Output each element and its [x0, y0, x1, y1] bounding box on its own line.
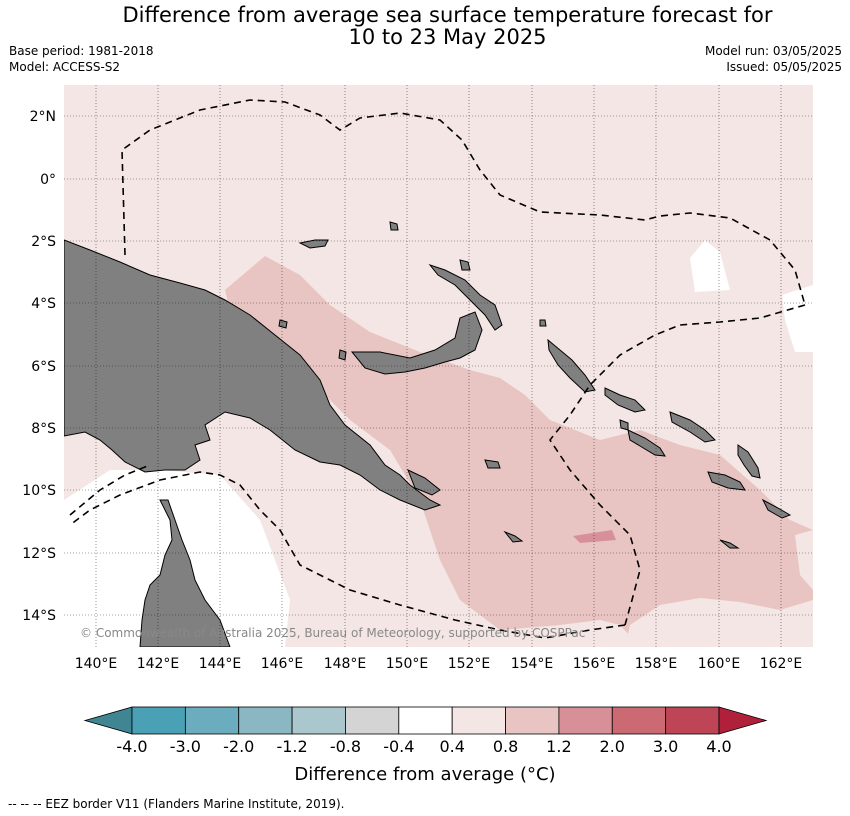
lat-label: 8°S: [31, 421, 56, 437]
new-ireland: [428, 263, 503, 331]
lat-label: 14°S: [22, 608, 56, 624]
title-line-2: 10 to 23 May 2025: [348, 25, 547, 49]
lat-label: 12°S: [22, 546, 56, 562]
colorbar-swatch: [345, 706, 400, 735]
colorbar-swatch: [238, 706, 293, 735]
colorbar-swatch: [398, 706, 453, 735]
longitude-labels: 140°E 142°E 144°E 146°E 148°E 150°E 152°…: [75, 656, 803, 672]
colorbar-swatch: [665, 706, 720, 735]
new-britain: [350, 311, 483, 375]
colorbar-swatch: [451, 706, 506, 735]
meta-left: Base period: 1981-2018 Model: ACCESS-S2: [9, 43, 154, 75]
colorbar-tick-label: 0.4: [439, 737, 464, 756]
colorbar-swatch: [505, 706, 560, 735]
lon-label: 154°E: [511, 656, 554, 672]
lon-label: 144°E: [199, 656, 242, 672]
colorbar-extend-high: [718, 706, 768, 735]
latitude-labels: 2°N 0° 2°S 4°S 6°S 8°S 10°S 12°S 14°S: [22, 109, 56, 624]
copyright-notice: © Commonwealth of Australia 2025, Bureau…: [80, 626, 585, 640]
colorbar: [83, 706, 768, 735]
base-period: Base period: 1981-2018: [9, 44, 154, 58]
colorbar-tick-labels: -4.0 -3.0 -2.0 -1.2 -0.8 -0.4 0.4 0.8 1.2 2.0 3.0 4…: [116, 737, 731, 756]
lon-label: 156°E: [573, 656, 616, 672]
lon-label: 140°E: [75, 656, 118, 672]
colorbar-swatch: [611, 706, 667, 735]
colorbar-swatch: [558, 706, 613, 735]
model-run: Model run: 03/05/2025: [704, 44, 842, 58]
lon-label: 152°E: [448, 656, 491, 672]
lon-label: 160°E: [698, 656, 741, 672]
lon-label: 150°E: [386, 656, 429, 672]
anomaly-patch-1.2-2.0: [573, 530, 616, 543]
model-name: Model: ACCESS-S2: [9, 60, 121, 74]
lon-label: 162°E: [760, 656, 803, 672]
eez-legend-note: -- -- -- EEZ border V11 (Flanders Marine…: [8, 797, 345, 811]
colorbar-title: Difference from average (°C): [294, 764, 556, 785]
colorbar-tick-label: -3.0: [170, 737, 201, 756]
colorbar-tick-label: -1.2: [276, 737, 307, 756]
colorbar-tick-label: -2.0: [223, 737, 254, 756]
title-line-1: Difference from average sea surface temp…: [122, 3, 773, 27]
colorbar-swatch: [184, 706, 240, 735]
colorbar-tick-label: -4.0: [116, 737, 147, 756]
cape-york: [139, 499, 231, 647]
lat-label: 2°S: [31, 234, 56, 250]
meta-right: Model run: 03/05/2025 Issued: 05/05/2025: [705, 43, 842, 75]
lat-label: 10°S: [22, 483, 56, 499]
colorbar-tick-label: 4.0: [706, 737, 731, 756]
eez-border: [69, 99, 806, 639]
lon-label: 158°E: [635, 656, 678, 672]
colorbar-tick-label: 2.0: [600, 737, 625, 756]
issued-date: Issued: 05/05/2025: [726, 60, 842, 74]
lon-label: 148°E: [324, 656, 367, 672]
colorbar-tick-label: 0.8: [493, 737, 518, 756]
colorbar-tick-label: -0.8: [330, 737, 361, 756]
colorbar-tick-label: -0.4: [383, 737, 414, 756]
map-title: Difference from average sea surface temp…: [0, 4, 850, 48]
lon-label: 146°E: [261, 656, 304, 672]
lat-label: 0°: [40, 172, 56, 188]
lat-label: 2°N: [30, 109, 56, 125]
colorbar-swatch: [131, 706, 186, 735]
colorbar-extend-low: [83, 706, 133, 735]
colorbar-swatch: [291, 706, 346, 735]
grid-lines: [64, 85, 813, 647]
lat-label: 4°S: [31, 296, 56, 312]
map-area: © Commonwealth of Australia 2025, Bureau…: [64, 85, 813, 647]
colorbar-tick-label: 3.0: [653, 737, 678, 756]
lat-label: 6°S: [31, 359, 56, 375]
lon-label: 142°E: [137, 656, 180, 672]
colorbar-tick-label: 1.2: [546, 737, 571, 756]
